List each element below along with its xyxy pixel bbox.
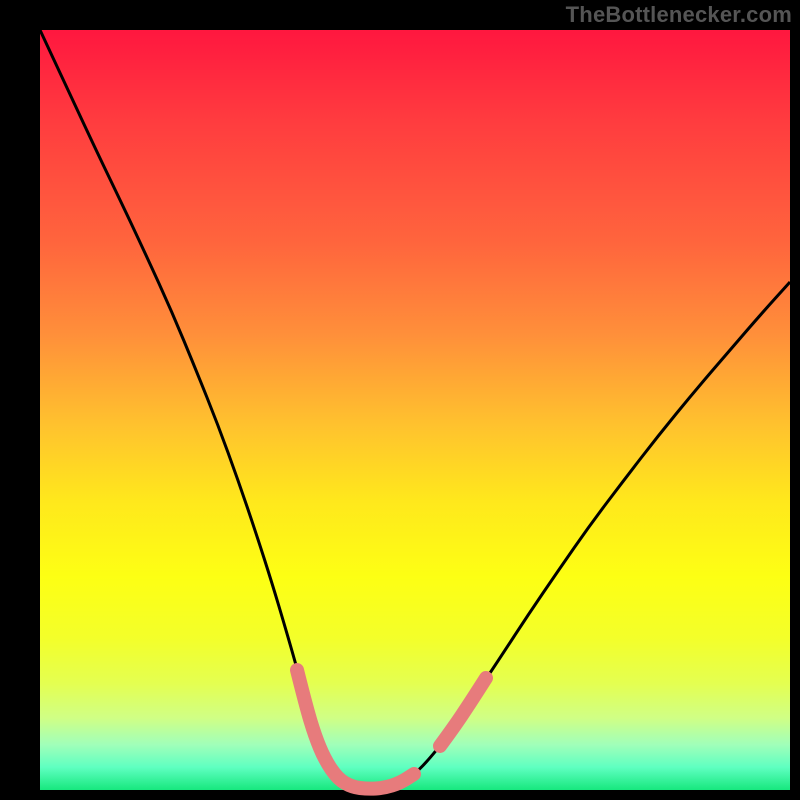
bottleneck-chart: [0, 0, 800, 800]
watermark-text: TheBottlenecker.com: [566, 2, 792, 28]
